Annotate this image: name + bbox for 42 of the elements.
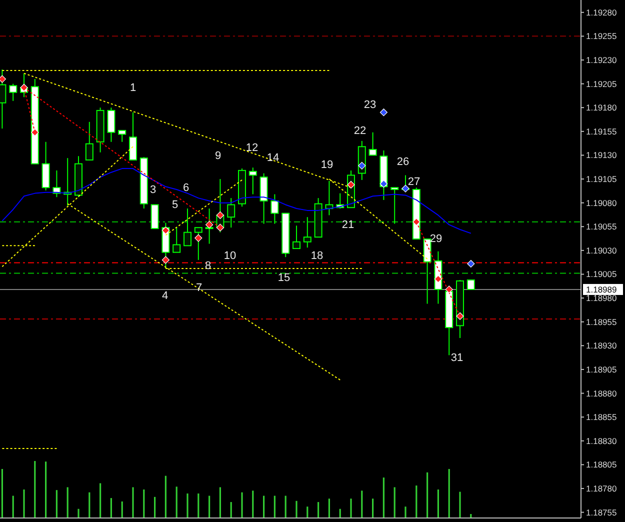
y-tick-label: 1.19080 (586, 198, 617, 208)
annotation: 12 (246, 142, 258, 154)
annotation: 9 (214, 150, 222, 162)
annotation: 3 (150, 184, 156, 196)
y-tick-label: 1.18930 (586, 340, 617, 351)
y-tick-label: 1.18905 (586, 364, 617, 374)
y-tick-label: 1.19005 (586, 269, 617, 280)
y-tick-label: 1.19230 (586, 54, 617, 65)
y-tick-label: 1.18755 (586, 507, 617, 518)
y-tick-label: 1.19180 (586, 102, 617, 113)
y-tick-label: 1.19280 (586, 7, 617, 18)
annotation: 1 (130, 82, 136, 94)
annotation: 31 (450, 352, 464, 364)
annotation: 14 (266, 152, 280, 164)
y-tick-label: 1.19105 (586, 174, 617, 184)
annotation: 23 (364, 99, 376, 111)
annotation: 5 (172, 199, 178, 211)
y-tick-label: 1.18855 (586, 412, 617, 422)
annotation: 21 (342, 219, 354, 231)
y-tick-label: 1.19155 (586, 126, 617, 136)
annotation: 29 (430, 233, 442, 245)
y-tick-label: 1.19030 (586, 245, 617, 256)
annotation: 26 (396, 156, 410, 168)
annotation: 15 (278, 272, 290, 284)
annotation: 10 (224, 250, 236, 262)
annotation: 27 (408, 176, 420, 188)
y-tick-label: 1.18830 (586, 436, 617, 446)
y-tick-label: 1.19205 (586, 78, 617, 89)
y-tick-label: 1.18980 (586, 293, 617, 304)
annotation: 18 (310, 250, 324, 262)
annotation: 19 (320, 159, 334, 171)
ref-line-label: 1.18989 (586, 284, 617, 294)
annotation: 22 (354, 125, 366, 137)
y-tick-label: 1.19130 (586, 150, 617, 160)
y-tick-label: 1.19255 (586, 31, 617, 42)
y-tick-label: 1.18780 (586, 483, 617, 494)
y-tick-label: 1.18805 (586, 460, 617, 470)
annotation: 4 (162, 290, 168, 302)
y-tick-label: 1.18955 (586, 316, 617, 327)
annotation: 6 (182, 182, 190, 194)
y-tick-label: 1.18880 (586, 388, 617, 398)
y-tick-label: 1.19055 (586, 222, 617, 232)
